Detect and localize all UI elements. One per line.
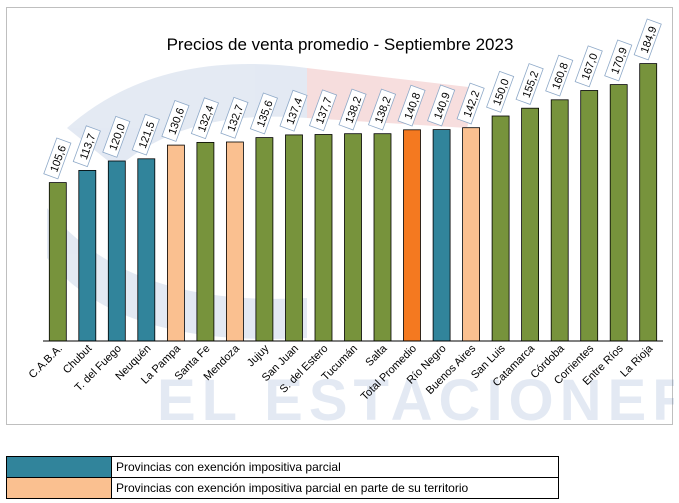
value-label-frame	[367, 88, 397, 131]
bar-neuquen	[137, 158, 156, 342]
value-label-catamarca: 155,2	[521, 70, 542, 100]
value-label-entre-rios: 170,9	[609, 46, 630, 76]
value-label-box-c-a-b-a: 105,6	[43, 137, 72, 180]
bar-total-promedio	[403, 129, 421, 342]
value-label-corrientes: 167,0	[580, 52, 601, 82]
bar-t-del-fuego	[107, 160, 126, 342]
value-label-frame	[574, 45, 603, 88]
tick-label-c-a-b-a: C.A.B.A.	[27, 343, 65, 381]
value-label-frame	[161, 99, 190, 142]
legend-row: Provincias con exención impositiva parci…	[6, 456, 559, 478]
bar-san-luis	[491, 115, 510, 342]
bar-buenos-aires	[462, 127, 481, 342]
value-label-frame	[515, 63, 544, 105]
value-label-frame	[72, 125, 101, 168]
legend-table: Provincias con exención impositiva parci…	[6, 456, 559, 499]
watermark-text: EL ESTACIONERO	[157, 368, 674, 426]
bar-tucuman	[344, 133, 362, 342]
value-label-la-rioja: 184,9	[639, 25, 660, 55]
value-label-frame	[308, 89, 338, 132]
value-label-frame	[249, 92, 278, 135]
value-label-box-la-rioja: 184,9	[633, 18, 662, 61]
value-label-frame	[427, 84, 456, 127]
chart-frame: EL ESTACIONERO Precios de venta promedio…	[6, 7, 674, 426]
value-label-frame	[220, 96, 249, 139]
value-label-frame	[279, 89, 308, 132]
value-label-san-luis: 150,0	[491, 77, 512, 107]
bar-rio-negro	[432, 129, 451, 342]
bar-jujuy	[255, 137, 274, 342]
legend-swatch-exencion-parcial	[6, 456, 112, 478]
value-label-frame	[604, 39, 633, 82]
bar-entre-rios	[609, 84, 628, 342]
value-label-cordoba: 160,8	[550, 61, 571, 91]
value-label-frame	[102, 115, 131, 158]
value-label-frame	[456, 82, 485, 125]
value-label-frame	[338, 88, 367, 131]
bar-la-rioja	[639, 63, 658, 342]
tick-label-salta: Salta	[363, 342, 390, 369]
value-label-box-san-luis: 150,0	[486, 70, 515, 113]
bar-la-pampa	[166, 144, 185, 342]
legend-label-exencion-parte-territorio: Provincias con exención impositiva parci…	[111, 477, 559, 499]
bars	[48, 63, 658, 342]
bar-san-juan	[285, 134, 303, 342]
legend-swatch-exencion-parte-territorio	[6, 477, 112, 499]
bar-corrientes	[580, 90, 599, 342]
bar-c-a-b-a	[48, 182, 67, 342]
legend-row: Provincias con exención impositiva parci…	[6, 477, 559, 499]
value-label-frame	[397, 84, 426, 127]
bar-chubut	[78, 169, 97, 342]
value-label-box-catamarca: 155,2	[515, 63, 544, 105]
value-label-box-entre-rios: 170,9	[604, 39, 633, 82]
bar-mendoza	[225, 141, 244, 342]
value-label-frame	[190, 97, 219, 140]
bar-catamarca	[521, 107, 539, 342]
value-label-frame	[486, 70, 515, 113]
bar-cordoba	[550, 99, 569, 342]
value-label-frame	[43, 137, 72, 180]
value-label-box-cordoba: 160,8	[545, 54, 574, 97]
chart-title: Precios de venta promedio - Septiembre 2…	[167, 35, 514, 54]
bar-s-del-estero	[314, 134, 333, 342]
legend-label-exencion-parcial: Provincias con exención impositiva parci…	[111, 456, 559, 478]
value-label-box-corrientes: 167,0	[574, 45, 603, 88]
bar-santa-fe	[196, 141, 215, 342]
value-label-frame	[545, 54, 574, 97]
bar-chart: EL ESTACIONERO Precios de venta promedio…	[27, 18, 674, 426]
value-label-frame	[131, 113, 160, 156]
value-label-frame	[633, 18, 662, 61]
tick-label-jujuy: Jujuy	[245, 342, 272, 369]
value-label-c-a-b-a: 105,6	[48, 144, 69, 174]
bar-salta	[373, 133, 392, 342]
